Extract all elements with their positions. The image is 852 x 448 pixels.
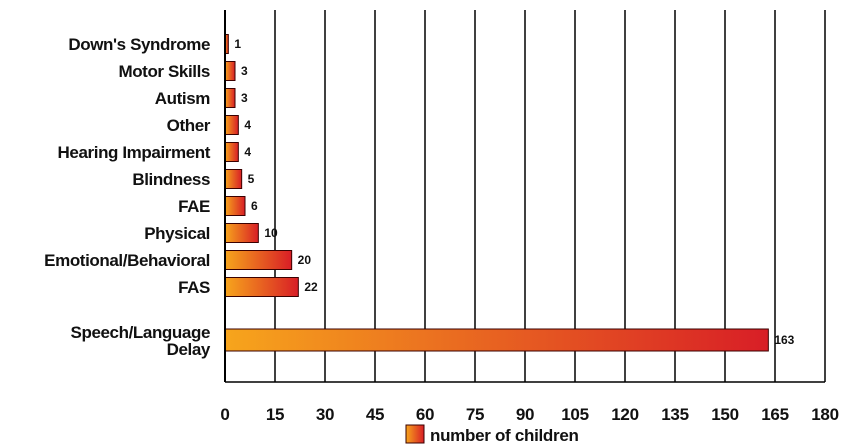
category-label: Hearing Impairment bbox=[58, 143, 211, 162]
bar bbox=[224, 169, 243, 189]
legend-label: number of children bbox=[430, 426, 579, 445]
data-label: 3 bbox=[241, 64, 248, 78]
x-tick-label: 105 bbox=[561, 405, 588, 424]
bars bbox=[224, 34, 769, 352]
category-label: Physical bbox=[144, 224, 210, 243]
data-label: 20 bbox=[298, 253, 312, 267]
bar bbox=[224, 328, 769, 352]
category-label-line: FAS bbox=[178, 278, 210, 297]
bar bbox=[224, 88, 236, 108]
x-tick-label: 15 bbox=[266, 405, 284, 424]
bar bbox=[224, 277, 299, 297]
bar bbox=[224, 115, 239, 135]
category-label: Down's Syndrome bbox=[68, 35, 210, 54]
x-tick-label: 90 bbox=[516, 405, 534, 424]
data-label: 1 bbox=[234, 37, 241, 51]
category-label-line: Down's Syndrome bbox=[68, 35, 210, 54]
data-label: 4 bbox=[244, 145, 251, 159]
axes bbox=[224, 10, 825, 383]
x-tick-label: 30 bbox=[316, 405, 334, 424]
legend: number of children bbox=[405, 424, 579, 445]
data-label: 10 bbox=[264, 226, 278, 240]
category-label-line: Physical bbox=[144, 224, 210, 243]
category-label: FAS bbox=[178, 278, 210, 297]
bar bbox=[224, 61, 236, 81]
x-tick-label: 135 bbox=[661, 405, 688, 424]
data-label: 22 bbox=[304, 280, 318, 294]
data-label: 6 bbox=[251, 199, 258, 213]
category-label: FAE bbox=[178, 197, 210, 216]
category-label-line: Emotional/Behavioral bbox=[44, 251, 210, 270]
gridlines bbox=[274, 10, 826, 382]
data-label: 5 bbox=[248, 172, 255, 186]
category-label-line: Other bbox=[167, 116, 211, 135]
data-label: 4 bbox=[244, 118, 251, 132]
category-label: Speech/Language Delay bbox=[71, 323, 211, 359]
x-tick-label: 60 bbox=[416, 405, 434, 424]
x-tick-label: 180 bbox=[811, 405, 838, 424]
x-tick-label: 150 bbox=[711, 405, 738, 424]
x-tick-label: 120 bbox=[611, 405, 638, 424]
category-label-line: Hearing Impairment bbox=[58, 143, 211, 162]
x-tick-label: 75 bbox=[466, 405, 484, 424]
category-label: Emotional/Behavioral bbox=[44, 251, 210, 270]
category-label-line: Blindness bbox=[132, 170, 210, 189]
x-tick-label: 0 bbox=[220, 405, 229, 424]
bar bbox=[224, 223, 259, 243]
category-label: Other bbox=[167, 116, 211, 135]
bar bbox=[224, 250, 293, 270]
category-label-line: Motor Skills bbox=[118, 62, 210, 81]
category-label: Blindness bbox=[132, 170, 210, 189]
x-tick-label: 45 bbox=[366, 405, 384, 424]
category-label-line: FAE bbox=[178, 197, 210, 216]
bar bbox=[224, 142, 239, 162]
data-label: 163 bbox=[774, 333, 794, 347]
bar bbox=[224, 196, 246, 216]
x-tick-label: 165 bbox=[761, 405, 788, 424]
data-label: 3 bbox=[241, 91, 248, 105]
category-label: Autism bbox=[155, 89, 211, 108]
category-label: Motor Skills bbox=[118, 62, 210, 81]
legend-swatch bbox=[405, 424, 425, 444]
category-label-line: Autism bbox=[155, 89, 211, 108]
category-label-line: Speech/Language bbox=[71, 323, 210, 342]
category-label-line: Delay bbox=[167, 340, 211, 359]
